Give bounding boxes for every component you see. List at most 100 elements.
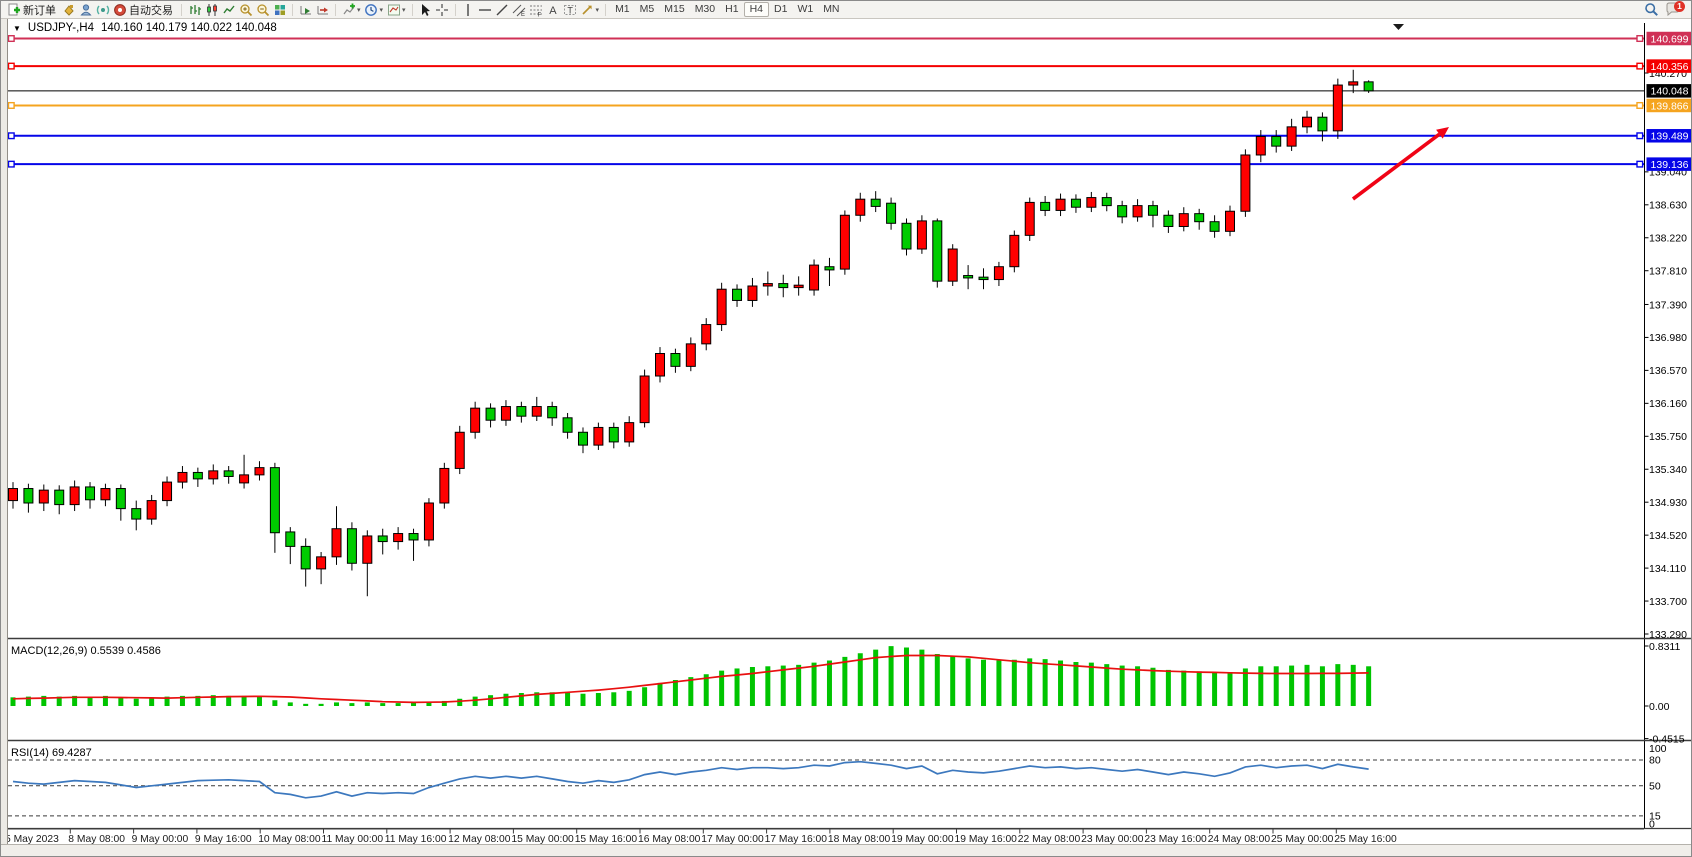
timeframe-h1-button[interactable]: H1: [725, 3, 739, 15]
candle-body-up: [793, 284, 804, 289]
candle-body-up: [331, 528, 342, 558]
candle-body-down: [1271, 135, 1282, 147]
channel-tool-icon[interactable]: E: [511, 2, 528, 17]
crosshair-icon[interactable]: [434, 2, 451, 17]
new-order-label[interactable]: 新订单: [23, 4, 56, 17]
candle-body-up: [38, 489, 49, 504]
text-tool-icon[interactable]: A: [545, 2, 562, 17]
timeframe-w1-button[interactable]: W1: [797, 3, 814, 15]
candlestick-chart-type-icon[interactable]: [203, 2, 220, 17]
candle-body-up: [1286, 126, 1297, 147]
candle-body-down: [547, 406, 558, 419]
bar-chart-type-icon[interactable]: [186, 2, 203, 17]
chevron-down-icon[interactable]: ▼: [13, 23, 21, 33]
line-handle[interactable]: [1636, 62, 1644, 70]
styler-bucket-icon[interactable]: [60, 2, 77, 17]
annotation-arrow[interactable]: [1351, 127, 1449, 201]
candle-body-down: [1209, 221, 1220, 232]
candle-body-down: [886, 202, 897, 224]
cursor-icon[interactable]: [417, 2, 434, 17]
notifications-chat-icon[interactable]: 1: [1665, 1, 1685, 17]
main-toolbar: 新订单 自动交易: [1, 1, 1691, 19]
horizontal-level-lines[interactable]: [7, 35, 1644, 168]
candle-body-down: [1363, 81, 1374, 92]
vertical-line-tool-icon[interactable]: [460, 2, 477, 17]
candle-body-down: [223, 470, 234, 477]
price-tick-label: 133.290: [1649, 629, 1687, 641]
timeframe-d1-button[interactable]: D1: [774, 3, 788, 15]
line-handle[interactable]: [7, 35, 15, 43]
fibonacci-tool-icon[interactable]: F: [528, 2, 545, 17]
rsi-line: [12, 760, 1369, 799]
candle-body-up: [1086, 197, 1097, 208]
chart-shift-marker[interactable]: [1393, 24, 1404, 30]
templates-dropdown-caret[interactable]: ▾: [402, 6, 406, 14]
auto-scroll-icon[interactable]: [297, 2, 314, 17]
line-handle[interactable]: [7, 101, 15, 109]
line-handle[interactable]: [7, 160, 15, 168]
autotrading-icon[interactable]: [111, 2, 128, 17]
time-axis-label: 9 May 00:00: [132, 834, 189, 845]
indicators-dropdown-caret[interactable]: ▾: [357, 6, 361, 14]
price-tick-label: 135.340: [1649, 464, 1687, 476]
profile-icon[interactable]: [77, 2, 94, 17]
line-handle[interactable]: [1636, 101, 1644, 109]
time-axis-label: 24 May 08:00: [1208, 834, 1271, 845]
candlestick-series: [8, 69, 1374, 597]
candle-body-up: [639, 375, 650, 424]
candle-body-up: [162, 481, 173, 502]
zoom-out-icon[interactable]: [254, 2, 271, 17]
indicators-icon[interactable]: [340, 2, 357, 17]
candle-body-down: [269, 467, 280, 534]
svg-text:E: E: [521, 12, 525, 17]
search-icon[interactable]: [1643, 2, 1660, 17]
price-tick-label: 133.700: [1649, 596, 1687, 608]
candle-body-up: [839, 214, 850, 270]
price-axis-badges: [1646, 31, 1691, 171]
candle-body-up: [1240, 154, 1251, 212]
arrows-tool-icon[interactable]: [579, 2, 596, 17]
candle-body-down: [85, 486, 96, 501]
line-handle[interactable]: [1636, 35, 1644, 43]
macd-pane-title: MACD(12,26,9) 0.5539 0.4586: [11, 645, 161, 657]
timeframe-mn-button[interactable]: MN: [823, 3, 840, 15]
trendline-tool-icon[interactable]: [494, 2, 511, 17]
time-axis-label: 15 May 16:00: [575, 834, 638, 845]
zoom-in-icon[interactable]: [237, 2, 254, 17]
line-handle[interactable]: [7, 132, 15, 140]
arrows-dropdown-caret[interactable]: ▾: [595, 6, 600, 14]
rsi-pane-title: RSI(14) 69.4287: [11, 747, 92, 759]
candle-body-up: [809, 264, 820, 291]
candle-body-down: [1194, 213, 1205, 223]
candle-body-up: [1348, 81, 1359, 86]
line-handle[interactable]: [7, 62, 15, 70]
tile-windows-icon[interactable]: [271, 2, 288, 17]
text-label-tool-icon[interactable]: T: [562, 2, 579, 17]
timeframe-h4-button[interactable]: H4: [743, 2, 769, 17]
price-badge-label: 139.489: [1651, 131, 1689, 143]
price-tick-label: 134.520: [1649, 530, 1687, 542]
line-handle[interactable]: [1636, 160, 1644, 168]
templates-icon[interactable]: [385, 2, 402, 17]
timeframe-m5-button[interactable]: M5: [639, 3, 655, 15]
periods-dropdown-caret[interactable]: ▾: [379, 6, 384, 14]
candle-body-up: [1332, 84, 1343, 132]
chart-shift-icon[interactable]: [314, 2, 331, 17]
price-tick-label: 136.980: [1649, 332, 1687, 344]
macd-axis-label: -0.4515: [1649, 733, 1685, 745]
time-axis-label: 19 May 16:00: [955, 834, 1018, 845]
line-chart-type-icon[interactable]: [220, 2, 237, 17]
timeframe-m15-button[interactable]: M15: [664, 3, 685, 15]
signal-icon[interactable]: [94, 2, 111, 17]
horizontal-line-tool-icon[interactable]: [477, 2, 494, 17]
periods-clock-icon[interactable]: [363, 2, 380, 17]
candle-body-down: [1070, 198, 1081, 208]
new-order-icon[interactable]: [5, 2, 22, 17]
autotrading-label[interactable]: 自动交易: [129, 4, 173, 17]
timeframe-m1-button[interactable]: M1: [615, 3, 630, 15]
candle-body-up: [100, 488, 111, 501]
candle-body-down: [1101, 197, 1112, 207]
line-handle[interactable]: [1636, 132, 1644, 140]
timeframe-m30-button[interactable]: M30: [694, 3, 716, 15]
